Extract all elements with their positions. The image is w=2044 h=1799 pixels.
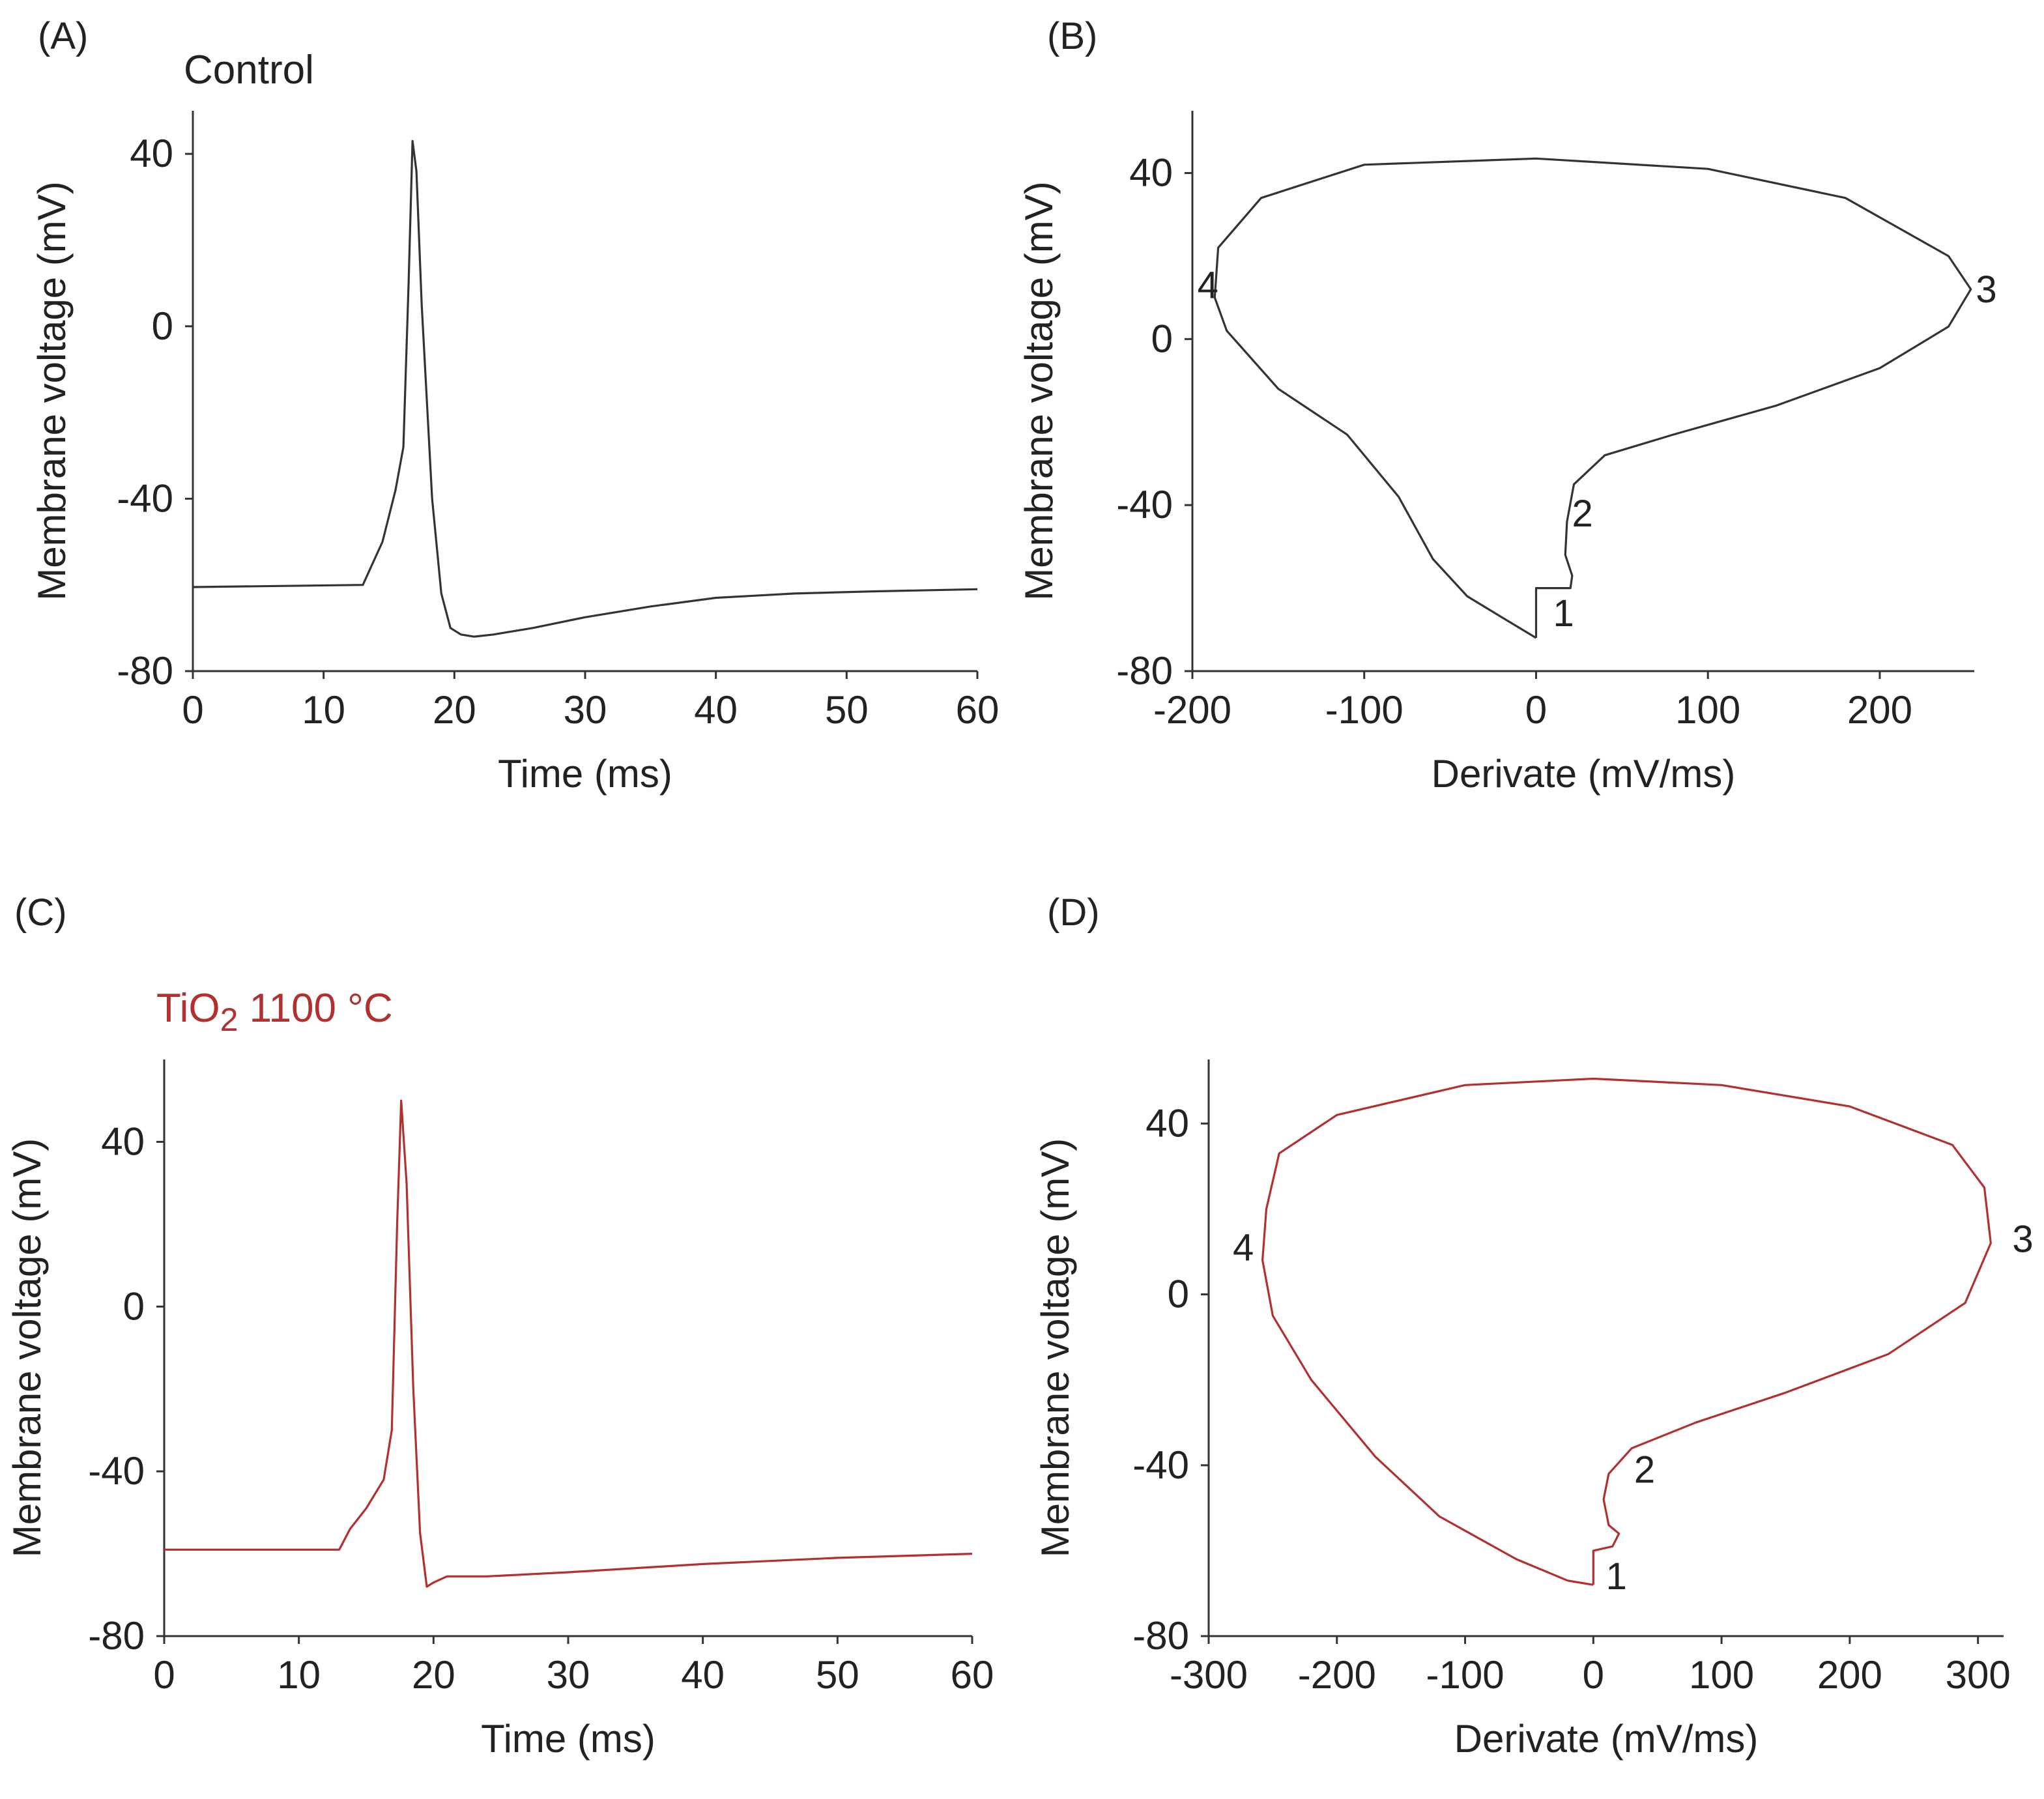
y-tick-label: -80 bbox=[117, 649, 173, 693]
point-label-4: 4 bbox=[1233, 1226, 1254, 1269]
y-tick-label: -80 bbox=[1132, 1614, 1189, 1658]
point-label-2: 2 bbox=[1634, 1448, 1655, 1491]
x-tick-label: 200 bbox=[1817, 1653, 1882, 1697]
y-axis-label: Membrane voltage (mV) bbox=[1033, 1138, 1077, 1558]
x-tick-label: -300 bbox=[1170, 1653, 1248, 1697]
panel-label: (D) bbox=[1047, 891, 1100, 934]
x-tick-label: 20 bbox=[433, 688, 476, 732]
x-tick-label: 0 bbox=[153, 1653, 175, 1697]
panel-a: (A) Control 0 10 20 30 40 50 60 40 0 -40 -80 Time (ms… bbox=[30, 15, 999, 796]
x-tick-label: 40 bbox=[681, 1653, 725, 1697]
series-line bbox=[192, 139, 978, 638]
panel-label: (C) bbox=[14, 891, 67, 934]
x-tick-label: 0 bbox=[182, 688, 203, 732]
x-tick-label: 10 bbox=[302, 688, 345, 732]
x-axis-label: Time (ms) bbox=[498, 752, 672, 796]
x-axis-label: Time (ms) bbox=[481, 1717, 655, 1761]
y-tick-label: -40 bbox=[117, 476, 173, 520]
y-tick-label: -40 bbox=[88, 1449, 145, 1493]
panel-c: (C) TiO2 1100 °C 0 10 20 30 40 50 60 40 0 -40 -80 Tim… bbox=[5, 891, 994, 1761]
x-tick-label: -200 bbox=[1298, 1653, 1376, 1697]
point-label-4: 4 bbox=[1198, 265, 1218, 307]
panel-d: (D)-300 -200 -100 0 100 200 300400-40-80Deriva… bbox=[1033, 891, 2034, 1761]
x-tick-label: 50 bbox=[825, 688, 869, 732]
y-tick-label: 40 bbox=[1145, 1101, 1189, 1145]
point-label-3: 3 bbox=[1976, 268, 1996, 311]
series-line bbox=[1213, 157, 1972, 639]
y-axis-label: Membrane voltage (mV) bbox=[30, 181, 74, 601]
y-tick-label: 40 bbox=[130, 132, 173, 175]
x-tick-label: 100 bbox=[1689, 1653, 1754, 1697]
panel-label: (A) bbox=[38, 15, 88, 57]
y-tick-label: 40 bbox=[101, 1119, 145, 1163]
point-label-2: 2 bbox=[1572, 493, 1593, 535]
y-tick-label: 0 bbox=[1168, 1273, 1189, 1316]
y-axis-label: Membrane voltage (mV) bbox=[5, 1138, 49, 1558]
y-tick-label: -80 bbox=[1116, 649, 1173, 693]
x-tick-label: 60 bbox=[956, 688, 1000, 732]
y-tick-label: -40 bbox=[1132, 1443, 1189, 1487]
x-tick-label: 40 bbox=[694, 688, 738, 732]
x-tick-label: 200 bbox=[1847, 688, 1912, 732]
series-line bbox=[1261, 1077, 1992, 1586]
x-tick-label: 20 bbox=[412, 1653, 455, 1697]
y-tick-label: -80 bbox=[88, 1614, 145, 1658]
x-tick-label: 100 bbox=[1675, 688, 1740, 732]
y-tick-label: 0 bbox=[1151, 317, 1173, 360]
panel-b: (B) -200 -100 0 100 200 40 0 -40 -80 Derivate (mV/… bbox=[1017, 15, 1997, 796]
x-tick-label: 300 bbox=[1946, 1653, 2011, 1697]
y-tick-label: 0 bbox=[123, 1284, 145, 1328]
x-tick-label: 0 bbox=[1525, 688, 1547, 732]
panel-label: (B) bbox=[1047, 15, 1097, 57]
x-tick-label: -200 bbox=[1153, 688, 1231, 732]
x-tick-label: 0 bbox=[1583, 1653, 1604, 1697]
y-tick-label: -40 bbox=[1116, 483, 1173, 526]
point-label-1: 1 bbox=[1553, 592, 1574, 635]
x-tick-label: -100 bbox=[1325, 688, 1403, 732]
series-line bbox=[164, 1099, 973, 1588]
y-tick-label: 40 bbox=[1129, 151, 1173, 195]
x-axis-label: Derivate (mV/ms) bbox=[1432, 752, 1736, 796]
x-axis-label: Derivate (mV/ms) bbox=[1454, 1717, 1759, 1761]
x-tick-label: 30 bbox=[564, 688, 607, 732]
y-tick-label: 0 bbox=[152, 304, 173, 348]
x-tick-label: 10 bbox=[277, 1653, 321, 1697]
x-tick-label: 60 bbox=[951, 1653, 994, 1697]
x-tick-label: 50 bbox=[816, 1653, 859, 1697]
condition-label: TiO2 1100 °C bbox=[156, 986, 393, 1038]
point-label-1: 1 bbox=[1606, 1555, 1627, 1598]
y-axis-label: Membrane voltage (mV) bbox=[1017, 181, 1061, 601]
x-tick-label: 30 bbox=[547, 1653, 590, 1697]
point-label-3: 3 bbox=[2012, 1218, 2033, 1260]
condition-label: Control bbox=[184, 48, 314, 93]
x-tick-label: -100 bbox=[1426, 1653, 1504, 1697]
